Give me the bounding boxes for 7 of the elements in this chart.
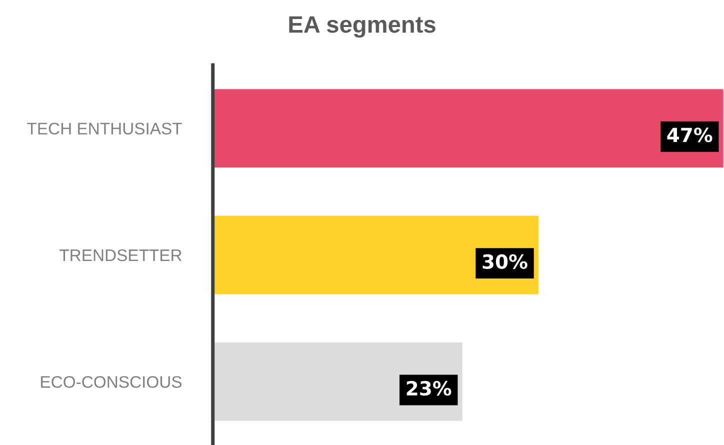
chart-title: EA segments — [289, 16, 436, 38]
data-label: 30% — [482, 254, 528, 269]
y-tick-label: ECO-CONSCIOUS — [41, 376, 182, 388]
y-tick-label: TECH ENTHUSIAST — [27, 122, 182, 135]
data-label: 47% — [667, 128, 712, 142]
y-tick-label: TRENDSETTER — [60, 249, 182, 262]
data-label: 23% — [406, 380, 452, 396]
